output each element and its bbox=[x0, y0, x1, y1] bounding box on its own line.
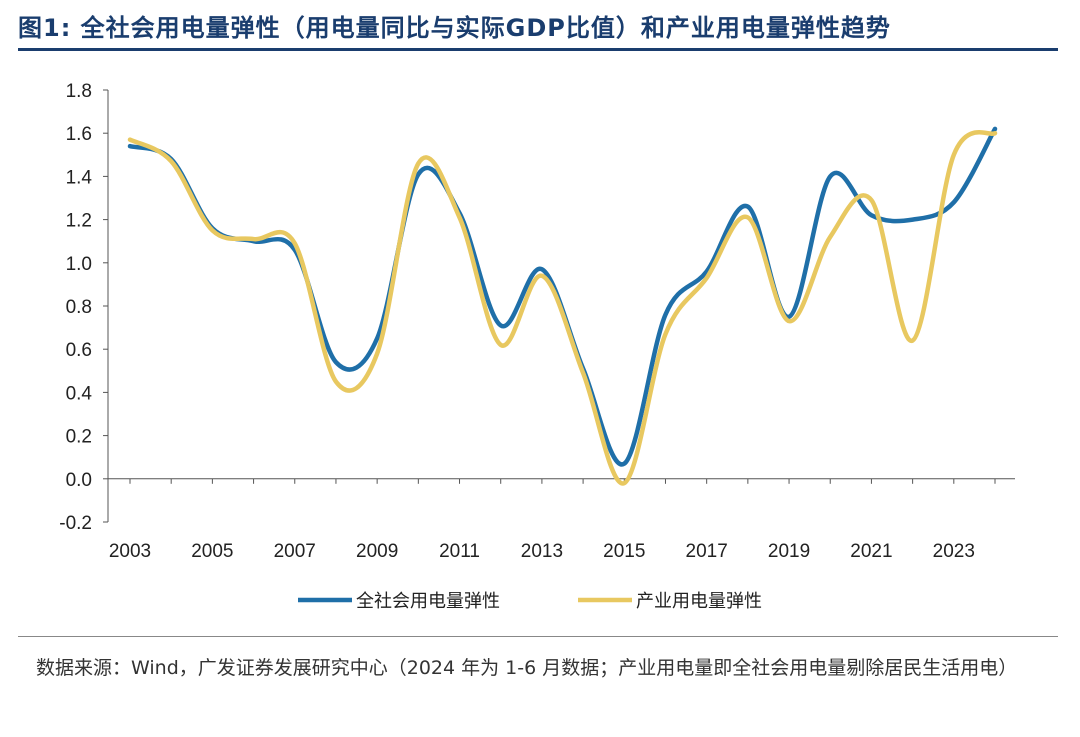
source-note: 数据来源：Wind，广发证券发展研究中心（2024 年为 1-6 月数据；产业用… bbox=[36, 657, 1018, 679]
x-tick-label: 2023 bbox=[933, 541, 975, 562]
series-line-total-elasticity bbox=[127, 126, 998, 467]
series-line-industry-elasticity bbox=[127, 130, 998, 486]
line-chart: 1.8 1.6 1.4 1.2 1.0 0.8 0.6 0.4 0.2 0.0 -0.2 2003 20… bbox=[59, 81, 1015, 612]
x-tick-label: 2015 bbox=[603, 541, 645, 562]
y-tick-label: 1.6 bbox=[66, 124, 92, 145]
source-rule bbox=[18, 636, 1058, 637]
x-tick-label: 2003 bbox=[109, 541, 151, 562]
x-tick-label: 2021 bbox=[850, 541, 892, 562]
y-tick-label: 0.8 bbox=[66, 297, 92, 318]
x-tick-label: 2017 bbox=[686, 541, 728, 562]
x-tick-label: 2013 bbox=[521, 541, 563, 562]
x-tick-label: 2019 bbox=[768, 541, 810, 562]
y-tick-label: 1.2 bbox=[66, 211, 92, 232]
title-rule bbox=[18, 48, 1058, 51]
x-tick-label: 2005 bbox=[191, 541, 233, 562]
x-tick-label: 2007 bbox=[274, 541, 316, 562]
x-tick-label: 2011 bbox=[439, 541, 480, 562]
y-tick-label: 1.4 bbox=[66, 167, 93, 188]
y-tick-label: 0.4 bbox=[66, 383, 93, 404]
y-tick-label: 0.2 bbox=[66, 427, 92, 448]
y-tick-label: 0.6 bbox=[66, 340, 92, 361]
legend-label: 产业用电量弹性 bbox=[636, 591, 762, 612]
y-tick-label: -0.2 bbox=[59, 513, 92, 534]
legend-label: 全社会用电量弹性 bbox=[356, 591, 500, 612]
figure-title: 图1: 全社会用电量弹性（用电量同比与实际GDP比值）和产业用电量弹性趋势 bbox=[18, 14, 891, 42]
y-tick-label: 0.0 bbox=[66, 470, 92, 491]
x-tick-label: 2009 bbox=[356, 541, 398, 562]
y-tick-label: 1.8 bbox=[66, 81, 92, 102]
y-tick-label: 1.0 bbox=[66, 254, 92, 275]
